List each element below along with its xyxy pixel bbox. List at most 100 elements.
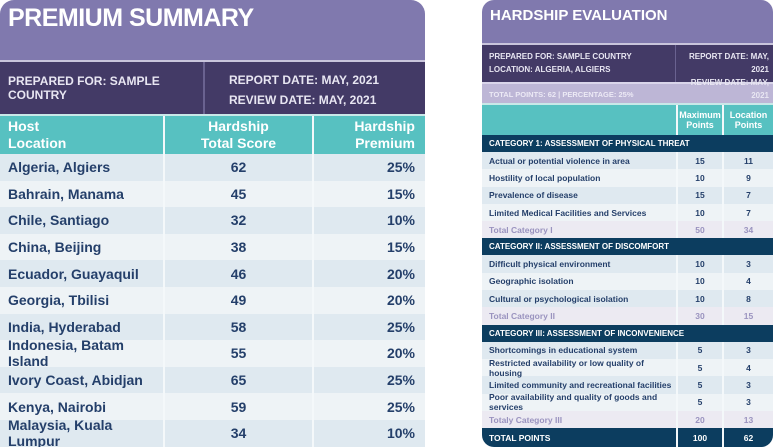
criterion-cell: Hostility of local population	[489, 172, 601, 183]
table-row: Ivory Coast, Abidjan 65 25%	[0, 366, 425, 394]
premium-summary-panel: PREMIUM SUMMARY PREPARED FOR: SAMPLE COU…	[0, 0, 425, 447]
location-points-cell: 7	[722, 203, 773, 222]
criterion-cell: TOTAL POINTS	[489, 432, 551, 443]
location-points-cell: 15	[722, 307, 773, 325]
location-points-cell: 3	[722, 341, 773, 359]
criterion-row: Cultural or psychological isolation 10 8	[482, 290, 773, 308]
location-cell: India, Hyderabad	[8, 318, 121, 335]
score-cell: 58	[163, 313, 312, 341]
total-row: Totaly Category III 20 13	[482, 410, 773, 429]
maximum-points-cell: 100	[676, 428, 722, 447]
location-cell: Indonesia, Batam Island	[8, 337, 124, 370]
table-row: Ecuador, Guayaquil 46 20%	[0, 260, 425, 287]
criterion-cell: Poor availability and quality of goods a…	[489, 392, 658, 413]
column-header-location-points: Location Points	[722, 105, 773, 135]
score-cell: 55	[163, 340, 312, 367]
category-header: CATEGORY III: ASSESSMENT OF INCONVENIENC…	[482, 324, 773, 342]
criterion-cell: Total Category II	[489, 311, 555, 322]
premium-cell: 10%	[312, 419, 425, 447]
maximum-points-cell: 10	[676, 203, 722, 222]
criterion-cell: Difficult physical environment	[489, 259, 611, 270]
premium-cell: 10%	[312, 207, 425, 234]
location-cell: Chile, Santiago	[8, 212, 110, 229]
criterion-row: Poor availability and quality of goods a…	[482, 392, 773, 413]
evaluation-info-band: PREPARED FOR: SAMPLE COUNTRY LOCATION: A…	[482, 43, 773, 100]
category-header: CATEGORY 1: ASSESSMENT OF PHYSICAL THREA…	[482, 135, 773, 152]
criterion-cell: Totaly Category III	[489, 414, 563, 425]
maximum-points-cell: 15	[676, 152, 722, 170]
category-rows: Actual or potential violence in area 15 11…	[482, 152, 773, 222]
prepared-for: PREPARED FOR: SAMPLE COUNTRY	[489, 52, 632, 61]
maximum-points-cell: 20	[676, 410, 722, 429]
premium-cell: 15%	[312, 180, 425, 208]
premium-cell: 25%	[312, 393, 425, 420]
maximum-points-cell: 30	[676, 307, 722, 325]
criterion-cell: Prevalence of disease	[489, 190, 578, 201]
criterion-row: Limited Medical Facilities and Services 1…	[482, 203, 773, 222]
table-row: Indonesia, Batam Island 55 20%	[0, 337, 425, 370]
prepared-for: PREPARED FOR: SAMPLE COUNTRY	[0, 62, 205, 114]
criterion-cell: Geographic isolation	[489, 276, 574, 287]
criterion-cell: Restricted availability or low quality o…	[489, 357, 644, 378]
location-cell: Ivory Coast, Abidjan	[8, 372, 143, 389]
location-cell: Malaysia, Kuala Lumpur	[8, 417, 113, 447]
total-row: Total Category II 30 15	[482, 307, 773, 325]
hardship-evaluation-panel: HARDSHIP EVALUATION PREPARED FOR: SAMPLE…	[482, 0, 773, 447]
table-row: China, Beijing 38 15%	[0, 233, 425, 261]
criterion-row: Restricted availability or low quality o…	[482, 357, 773, 378]
maximum-points-cell: 5	[676, 376, 722, 394]
location-points-cell: 3	[722, 376, 773, 394]
location-points-cell: 3	[722, 393, 773, 411]
review-date: REVIEW DATE: MAY, 2021	[690, 78, 769, 100]
location-cell: Algeria, Algiers	[8, 159, 111, 176]
criterion-cell: Limited community and recreational facil…	[489, 379, 672, 390]
table-row: Georgia, Tbilisi 49 20%	[0, 286, 425, 314]
criterion-cell: Limited Medical Facilities and Services	[489, 207, 647, 218]
criterion-row: Shortcomings in educational system 5 3	[482, 341, 773, 359]
score-cell: 49	[163, 286, 312, 314]
maximum-points-cell: 15	[676, 186, 722, 204]
location: LOCATION: ALGERIA, ALGIERS	[489, 65, 611, 74]
table-row: Kenya, Nairobi 59 25%	[0, 393, 425, 420]
review-date: REVIEW DATE: MAY, 2021	[229, 93, 377, 107]
table-row: Bahrain, Manama 45 15%	[0, 180, 425, 208]
evaluation-table-header: Maximum Points Location Points	[482, 103, 773, 135]
location-cell: China, Beijing	[8, 239, 102, 256]
location-cell: Bahrain, Manama	[8, 185, 124, 202]
report-date: REPORT DATE: MAY, 2021	[229, 73, 380, 87]
score-cell: 46	[163, 260, 312, 287]
total-row: Total Category I 50 34	[482, 221, 773, 239]
table-row: Chile, Santiago 32 10%	[0, 207, 425, 234]
grand-row: TOTAL POINTS 100 62	[482, 428, 773, 447]
column-header-score: Hardship Total Score	[163, 116, 312, 154]
score-cell: 59	[163, 393, 312, 420]
table-row: India, Hyderabad 58 25%	[0, 313, 425, 341]
maximum-points-cell: 5	[676, 393, 722, 411]
location-points-cell: 62	[722, 428, 773, 447]
column-header-maximum: Maximum Points	[676, 105, 722, 135]
criterion-cell: Shortcomings in educational system	[489, 345, 638, 356]
score-cell: 65	[163, 366, 312, 394]
premium-cell: 20%	[312, 260, 425, 287]
criterion-cell: Total Category I	[489, 224, 553, 235]
location-points-cell: 4	[722, 358, 773, 377]
premium-cell: 25%	[312, 313, 425, 341]
location-cell: Ecuador, Guayaquil	[8, 265, 139, 282]
location-points-cell: 13	[722, 410, 773, 429]
maximum-points-cell: 10	[676, 290, 722, 308]
premium-summary-title: PREMIUM SUMMARY	[0, 0, 425, 60]
column-header-premium: Hardship Premium	[312, 116, 425, 154]
criterion-cell: Cultural or psychological isolation	[489, 293, 629, 304]
location-points-cell: 7	[722, 186, 773, 204]
location-points-cell: 11	[722, 152, 773, 170]
premium-cell: 15%	[312, 233, 425, 261]
score-cell: 38	[163, 233, 312, 261]
premium-cell: 20%	[312, 340, 425, 367]
hardship-evaluation-title: HARDSHIP EVALUATION	[482, 0, 773, 43]
location-cell: Kenya, Nairobi	[8, 398, 107, 415]
maximum-points-cell: 10	[676, 272, 722, 291]
criterion-row: Geographic isolation 10 4	[482, 272, 773, 291]
table-header: Host Location Hardship Total Score Hards…	[0, 114, 425, 154]
criterion-row: Limited community and recreational facil…	[482, 376, 773, 394]
category-header: CATEGORY II: ASSESSMENT OF DISCOMFORT	[482, 238, 773, 256]
